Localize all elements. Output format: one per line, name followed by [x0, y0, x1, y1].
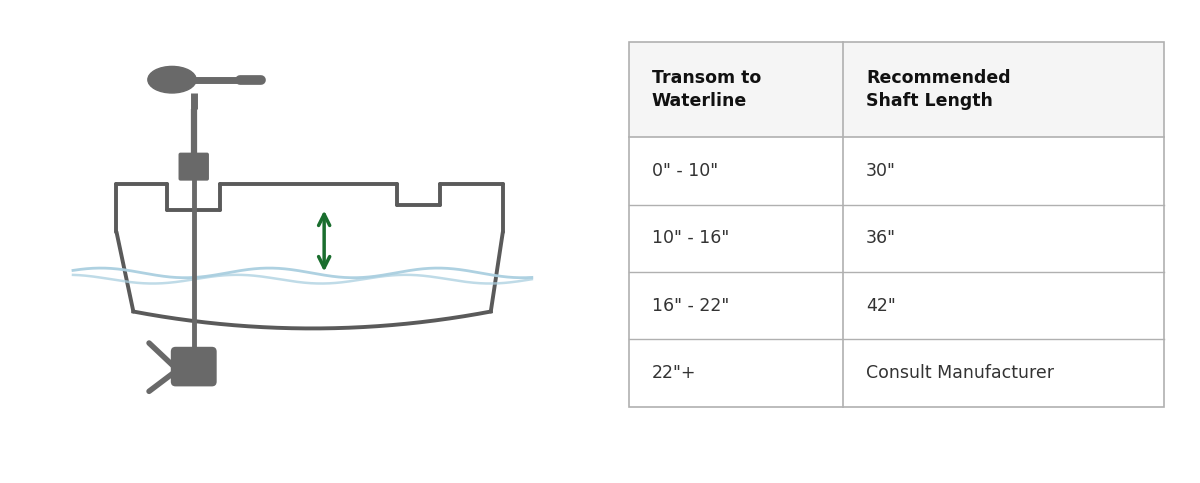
- Bar: [629, 42, 1164, 407]
- Ellipse shape: [148, 66, 196, 93]
- Text: 22"+: 22"+: [652, 364, 696, 382]
- Text: 16" - 22": 16" - 22": [652, 297, 730, 314]
- Text: Transom to
Waterline: Transom to Waterline: [652, 69, 761, 110]
- Text: 30": 30": [866, 162, 896, 180]
- Text: 42": 42": [866, 297, 896, 314]
- Text: 0" - 10": 0" - 10": [652, 162, 718, 180]
- FancyBboxPatch shape: [170, 347, 217, 386]
- Text: 10" - 16": 10" - 16": [652, 229, 730, 247]
- Text: Recommended
Shaft Length: Recommended Shaft Length: [866, 69, 1010, 110]
- FancyBboxPatch shape: [179, 153, 209, 181]
- Bar: [629, 42, 1164, 137]
- Text: Consult Manufacturer: Consult Manufacturer: [866, 364, 1054, 382]
- Text: 36": 36": [866, 229, 896, 247]
